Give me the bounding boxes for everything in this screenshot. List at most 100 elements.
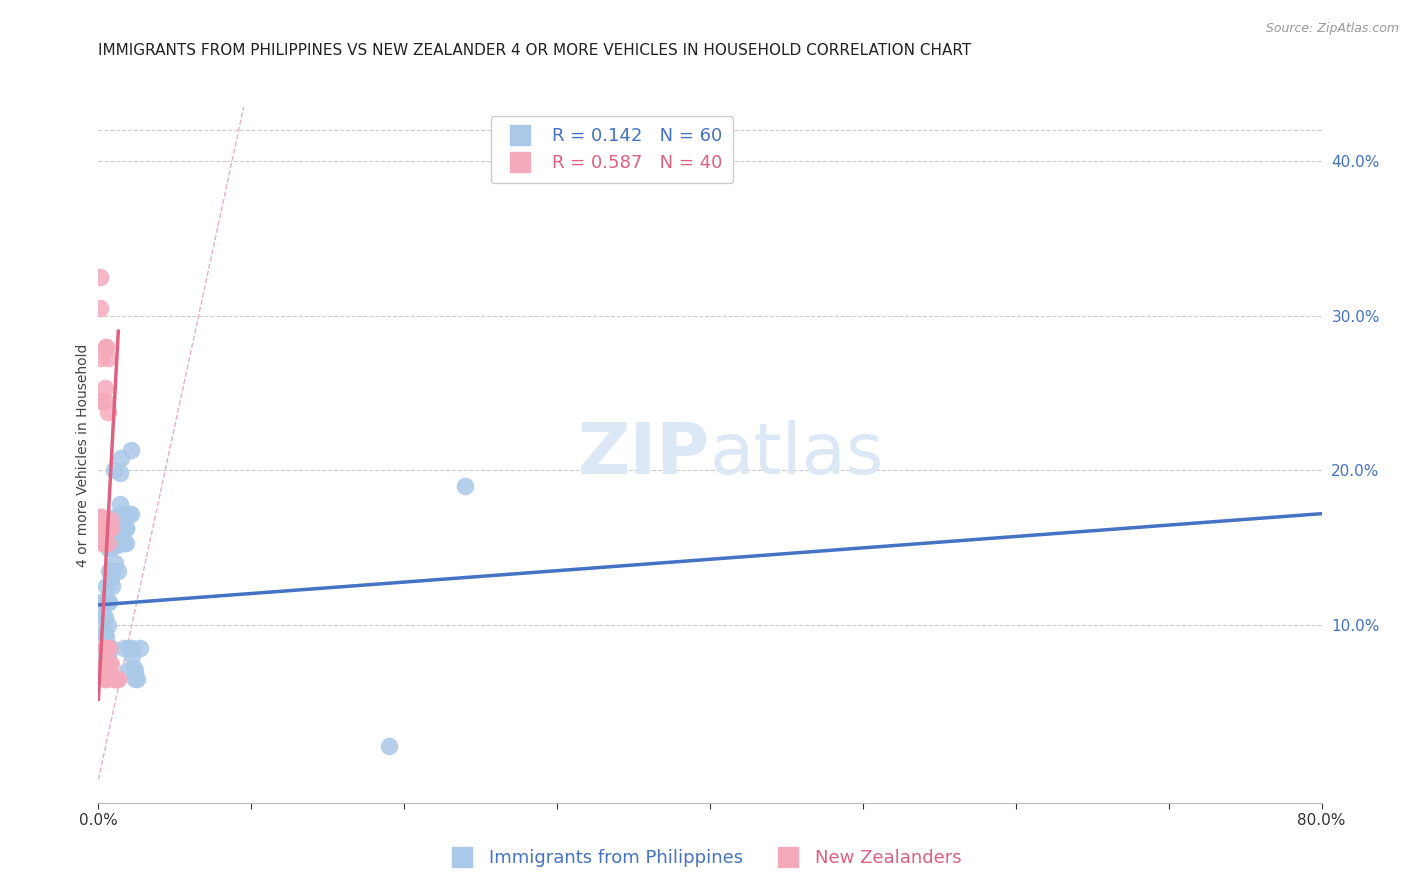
Point: [93, 672, 115, 686]
Point: [108, 497, 131, 511]
Point: [97, 648, 120, 663]
Point: [93, 641, 115, 656]
Point: [97, 536, 120, 550]
Point: [97, 541, 120, 555]
Point: [108, 467, 131, 481]
Point: [90, 509, 112, 524]
Point: [97, 657, 120, 671]
Point: [112, 641, 135, 656]
Point: [94, 672, 117, 686]
Point: [91, 536, 114, 550]
Point: [90, 509, 112, 524]
Point: [91, 533, 114, 547]
Point: [112, 536, 135, 550]
Point: [124, 665, 146, 679]
Point: [94, 631, 117, 645]
Point: [128, 641, 150, 656]
Point: [94, 340, 117, 354]
Point: [98, 595, 121, 609]
Point: [122, 661, 145, 675]
Point: [89, 301, 111, 315]
Point: [103, 672, 125, 686]
Point: [107, 520, 129, 534]
Point: [115, 520, 138, 534]
Point: [112, 513, 135, 527]
Point: [94, 661, 117, 675]
Point: [107, 672, 129, 686]
Point: [111, 520, 134, 534]
Point: [105, 672, 128, 686]
Point: [90, 351, 112, 365]
Point: [115, 536, 138, 550]
Text: IMMIGRANTS FROM PHILIPPINES VS NEW ZEALANDER 4 OR MORE VEHICLES IN HOUSEHOLD COR: IMMIGRANTS FROM PHILIPPINES VS NEW ZEALA…: [98, 43, 972, 58]
Point: [107, 564, 129, 578]
Point: [104, 536, 127, 550]
Point: [94, 648, 117, 663]
Text: Source: ZipAtlas.com: Source: ZipAtlas.com: [1265, 22, 1399, 36]
Legend: R = 0.142   N = 60, R = 0.587   N = 40: R = 0.142 N = 60, R = 0.587 N = 40: [491, 116, 734, 183]
Point: [103, 509, 125, 524]
Point: [90, 393, 112, 408]
Point: [121, 641, 143, 656]
Point: [105, 536, 128, 550]
Point: [93, 641, 115, 656]
Point: [93, 641, 115, 656]
Point: [454, 479, 477, 493]
Point: [91, 625, 114, 640]
Point: [93, 657, 115, 671]
Point: [118, 507, 141, 521]
Point: [91, 610, 114, 624]
Point: [89, 270, 111, 285]
Point: [98, 520, 121, 534]
Point: [97, 618, 120, 632]
Point: [120, 443, 142, 458]
Point: [93, 610, 115, 624]
Point: [101, 564, 124, 578]
Point: [100, 520, 122, 534]
Point: [117, 665, 139, 679]
Point: [110, 450, 132, 465]
Point: [103, 672, 125, 686]
Point: [94, 579, 117, 593]
Point: [91, 520, 114, 534]
Point: [91, 536, 114, 550]
Point: [91, 657, 114, 671]
Point: [97, 595, 120, 609]
Point: [94, 595, 117, 609]
Point: [90, 595, 112, 609]
Point: [97, 351, 120, 365]
Point: [98, 657, 121, 671]
Point: [93, 625, 115, 640]
Point: [90, 520, 112, 534]
Point: [111, 520, 134, 534]
Point: [100, 641, 122, 656]
Point: [110, 536, 132, 550]
Point: [94, 340, 117, 354]
Point: [104, 556, 127, 570]
Text: atlas: atlas: [710, 420, 884, 490]
Point: [378, 739, 401, 753]
Legend: Immigrants from Philippines, New Zealanders: Immigrants from Philippines, New Zealand…: [437, 842, 969, 874]
Point: [107, 536, 129, 550]
Point: [121, 648, 143, 663]
Point: [94, 665, 117, 679]
Point: [125, 672, 148, 686]
Point: [115, 520, 138, 534]
Point: [103, 463, 125, 477]
Point: [105, 538, 128, 552]
Point: [100, 657, 122, 671]
Point: [118, 641, 141, 656]
Point: [90, 509, 112, 524]
Point: [98, 564, 121, 578]
Point: [93, 657, 115, 671]
Point: [110, 507, 132, 521]
Point: [93, 393, 115, 408]
Point: [98, 520, 121, 534]
Point: [101, 525, 124, 540]
Y-axis label: 4 or more Vehicles in Household: 4 or more Vehicles in Household: [76, 343, 90, 566]
Point: [100, 513, 122, 527]
Point: [100, 541, 122, 555]
Point: [93, 381, 115, 395]
Point: [101, 579, 124, 593]
Point: [120, 507, 142, 521]
